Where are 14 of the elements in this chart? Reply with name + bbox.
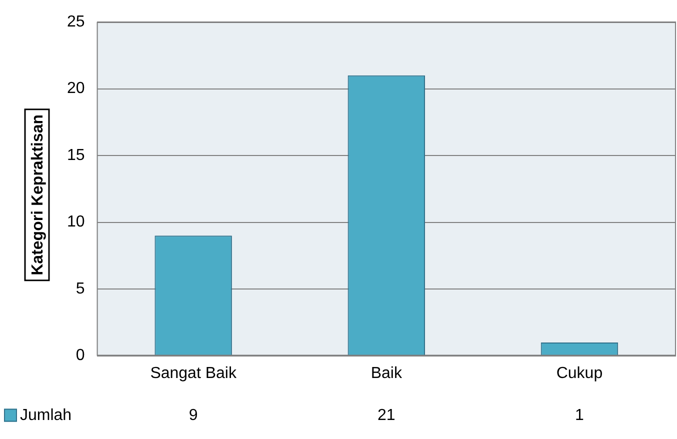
data-label: 21 — [378, 407, 396, 424]
y-axis-title: Kategori Kepraktisan — [29, 114, 46, 276]
x-tick-label: Cukup — [556, 364, 603, 382]
x-tick-label: Baik — [370, 364, 403, 382]
x-tick-label: Sangat Baik — [150, 364, 238, 382]
y-tick-label: 20 — [67, 80, 85, 98]
y-tick-label: 0 — [76, 347, 85, 364]
y-tick-label: 5 — [76, 280, 85, 298]
legend-label: Jumlah — [20, 407, 72, 424]
y-tick-label: 10 — [67, 214, 85, 231]
data-label: 1 — [575, 407, 584, 424]
y-tick-label: 25 — [67, 13, 85, 30]
y-tick-label: 15 — [67, 146, 85, 164]
data-label: 9 — [188, 407, 198, 424]
